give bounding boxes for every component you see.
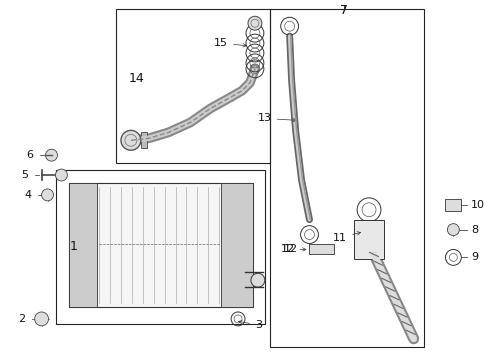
Bar	[70, 183, 97, 307]
Text: 2: 2	[19, 314, 25, 324]
Bar	[221, 183, 253, 307]
Text: 11: 11	[333, 231, 361, 243]
Text: 8: 8	[471, 225, 478, 235]
Text: 4: 4	[24, 190, 32, 200]
Text: 9: 9	[471, 252, 478, 262]
Text: 6: 6	[26, 150, 34, 160]
Bar	[445, 199, 461, 211]
Text: 12: 12	[284, 244, 297, 255]
Circle shape	[121, 130, 141, 150]
Text: 13: 13	[258, 113, 296, 123]
Circle shape	[42, 189, 53, 201]
Bar	[141, 132, 147, 148]
Text: 1: 1	[70, 240, 77, 253]
Circle shape	[248, 16, 262, 30]
Text: 7: 7	[340, 4, 348, 17]
Bar	[70, 183, 253, 307]
Text: 5: 5	[22, 170, 29, 180]
Circle shape	[251, 273, 265, 287]
Text: 15: 15	[214, 38, 246, 48]
Bar	[56, 170, 265, 324]
Bar	[270, 9, 424, 347]
Bar	[310, 244, 334, 255]
Circle shape	[55, 169, 68, 181]
Circle shape	[447, 224, 459, 235]
Bar	[354, 220, 384, 260]
Circle shape	[46, 149, 57, 161]
Text: 14: 14	[129, 72, 145, 85]
Bar	[116, 9, 270, 163]
Text: 12: 12	[280, 244, 306, 255]
Text: 3: 3	[239, 320, 262, 330]
Circle shape	[35, 312, 49, 326]
Text: 10: 10	[471, 200, 485, 210]
